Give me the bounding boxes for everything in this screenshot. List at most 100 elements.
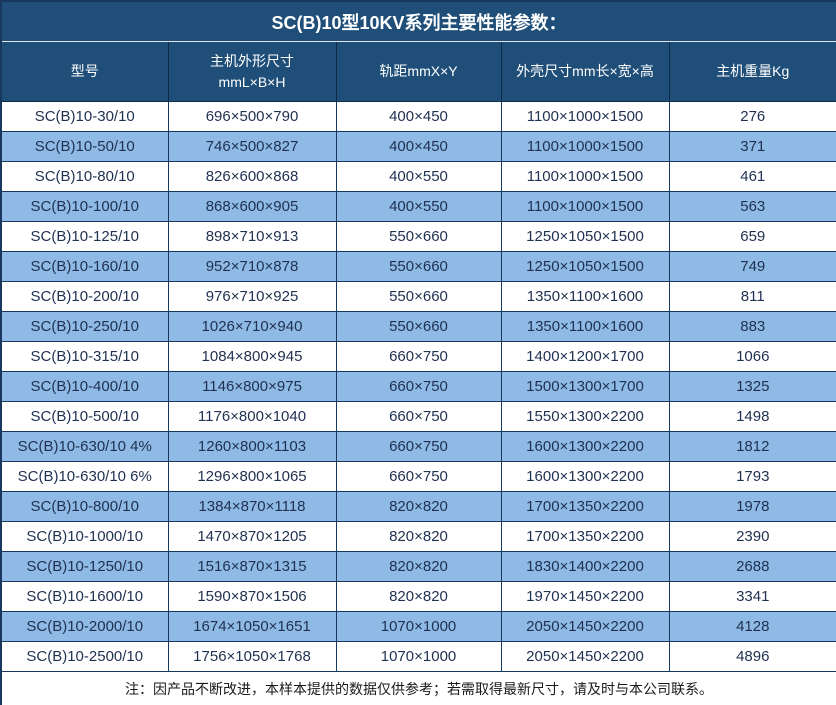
- cell-rail-gauge: 660×750: [335, 431, 502, 462]
- cell-weight: 4896: [668, 641, 836, 672]
- cell-weight: 3341: [668, 581, 836, 612]
- cell-model: SC(B)10-100/10: [0, 191, 169, 222]
- cell-weight: 1793: [668, 461, 836, 492]
- cell-host-dimensions: 1146×800×975: [167, 371, 337, 402]
- table-row: SC(B)10-200/10 976×710×925 550×660 1350×110…: [0, 281, 836, 312]
- table-row: SC(B)10-80/10 826×600×868 400×550 1100×1000…: [0, 161, 836, 192]
- column-header-model: 型号: [0, 41, 169, 102]
- table-row: SC(B)10-100/10 868×600×905 400×550 1100×100…: [0, 191, 836, 222]
- cell-host-dimensions: 1470×870×1205: [167, 521, 337, 552]
- cell-rail-gauge: 400×450: [335, 101, 502, 132]
- table-row: SC(B)10-1250/10 1516×870×1315 820×820 1830×…: [0, 551, 836, 582]
- cell-host-dimensions: 826×600×868: [167, 161, 337, 192]
- cell-shell-dimensions: 1500×1300×1700: [500, 371, 670, 402]
- table-row: SC(B)10-125/10 898×710×913 550×660 1250×105…: [0, 221, 836, 252]
- cell-model: SC(B)10-400/10: [0, 371, 169, 402]
- column-header-shell-dimensions: 外壳尺寸mm长×宽×高: [500, 41, 670, 102]
- cell-weight: 749: [668, 251, 836, 282]
- cell-shell-dimensions: 1700×1350×2200: [500, 491, 670, 522]
- cell-shell-dimensions: 1350×1100×1600: [500, 281, 670, 312]
- cell-shell-dimensions: 1600×1300×2200: [500, 431, 670, 462]
- cell-weight: 563: [668, 191, 836, 222]
- column-header-weight: 主机重量Kg: [668, 41, 836, 102]
- cell-rail-gauge: 660×750: [335, 401, 502, 432]
- cell-weight: 883: [668, 311, 836, 342]
- cell-model: SC(B)10-1250/10: [0, 551, 169, 582]
- cell-shell-dimensions: 1600×1300×2200: [500, 461, 670, 492]
- cell-weight: 811: [668, 281, 836, 312]
- cell-weight: 4128: [668, 611, 836, 642]
- cell-weight: 659: [668, 221, 836, 252]
- cell-weight: 1498: [668, 401, 836, 432]
- cell-shell-dimensions: 2050×1450×2200: [500, 611, 670, 642]
- cell-host-dimensions: 1516×870×1315: [167, 551, 337, 582]
- column-header-row: 型号 主机外形尺寸 mmL×B×H 轨距mmX×Y 外壳尺寸mm长×宽×高 主机…: [0, 41, 836, 102]
- note-row: 注：因产品不断改进，本样本提供的数据仅供参考；若需取得最新尺寸，请及时与本公司联…: [0, 671, 836, 705]
- cell-rail-gauge: 820×820: [335, 491, 502, 522]
- cell-shell-dimensions: 1550×1300×2200: [500, 401, 670, 432]
- cell-rail-gauge: 550×660: [335, 251, 502, 282]
- cell-model: SC(B)10-125/10: [0, 221, 169, 252]
- cell-weight: 371: [668, 131, 836, 162]
- cell-rail-gauge: 820×820: [335, 521, 502, 552]
- cell-rail-gauge: 400×550: [335, 161, 502, 192]
- column-header-host-dimensions-line1: 主机外形尺寸: [210, 52, 294, 69]
- table-row: SC(B)10-2500/10 1756×1050×1768 1070×1000 20…: [0, 641, 836, 672]
- cell-shell-dimensions: 1400×1200×1700: [500, 341, 670, 372]
- table-row: SC(B)10-630/10 4% 1260×800×1103 660×750 160…: [0, 431, 836, 462]
- cell-rail-gauge: 820×820: [335, 581, 502, 612]
- table-row: SC(B)10-630/10 6% 1296×800×1065 660×750 160…: [0, 461, 836, 492]
- cell-model: SC(B)10-160/10: [0, 251, 169, 282]
- cell-host-dimensions: 952×710×878: [167, 251, 337, 282]
- cell-model: SC(B)10-1600/10: [0, 581, 169, 612]
- cell-host-dimensions: 1296×800×1065: [167, 461, 337, 492]
- cell-host-dimensions: 898×710×913: [167, 221, 337, 252]
- cell-weight: 276: [668, 101, 836, 132]
- cell-host-dimensions: 696×500×790: [167, 101, 337, 132]
- cell-rail-gauge: 820×820: [335, 551, 502, 582]
- cell-shell-dimensions: 1100×1000×1500: [500, 101, 670, 132]
- cell-host-dimensions: 746×500×827: [167, 131, 337, 162]
- cell-host-dimensions: 1756×1050×1768: [167, 641, 337, 672]
- cell-shell-dimensions: 1700×1350×2200: [500, 521, 670, 552]
- cell-rail-gauge: 400×450: [335, 131, 502, 162]
- cell-model: SC(B)10-30/10: [0, 101, 169, 132]
- cell-rail-gauge: 400×550: [335, 191, 502, 222]
- cell-model: SC(B)10-50/10: [0, 131, 169, 162]
- table-row: SC(B)10-250/10 1026×710×940 550×660 1350×11…: [0, 311, 836, 342]
- table-row: SC(B)10-50/10 746×500×827 400×450 1100×1000…: [0, 131, 836, 162]
- cell-model: SC(B)10-2000/10: [0, 611, 169, 642]
- cell-weight: 1812: [668, 431, 836, 462]
- cell-model: SC(B)10-800/10: [0, 491, 169, 522]
- cell-weight: 2688: [668, 551, 836, 582]
- column-header-host-dimensions: 主机外形尺寸 mmL×B×H: [167, 41, 337, 102]
- cell-model: SC(B)10-630/10 6%: [0, 461, 169, 492]
- table-body: SC(B)10-30/10 696×500×790 400×450 1100×1000…: [0, 101, 836, 672]
- cell-shell-dimensions: 1350×1100×1600: [500, 311, 670, 342]
- cell-host-dimensions: 976×710×925: [167, 281, 337, 312]
- table-row: SC(B)10-800/10 1384×870×1118 820×820 1700×1…: [0, 491, 836, 522]
- cell-model: SC(B)10-630/10 4%: [0, 431, 169, 462]
- cell-weight: 1978: [668, 491, 836, 522]
- cell-shell-dimensions: 1100×1000×1500: [500, 191, 670, 222]
- cell-rail-gauge: 660×750: [335, 341, 502, 372]
- table-row: SC(B)10-500/10 1176×800×1040 660×750 1550×1…: [0, 401, 836, 432]
- cell-rail-gauge: 1070×1000: [335, 641, 502, 672]
- table-row: SC(B)10-1000/10 1470×870×1205 820×820 1700×…: [0, 521, 836, 552]
- cell-shell-dimensions: 1100×1000×1500: [500, 161, 670, 192]
- page-title: SC(B)10型10KV系列主要性能参数：: [0, 0, 836, 42]
- title-row: SC(B)10型10KV系列主要性能参数：: [0, 0, 836, 42]
- cell-weight: 2390: [668, 521, 836, 552]
- cell-shell-dimensions: 1970×1450×2200: [500, 581, 670, 612]
- cell-rail-gauge: 660×750: [335, 461, 502, 492]
- column-header-host-dimensions-line2: mmL×B×H: [218, 73, 286, 90]
- cell-rail-gauge: 550×660: [335, 311, 502, 342]
- cell-weight: 1325: [668, 371, 836, 402]
- cell-model: SC(B)10-80/10: [0, 161, 169, 192]
- cell-shell-dimensions: 2050×1450×2200: [500, 641, 670, 672]
- table-row: SC(B)10-1600/10 1590×870×1506 820×820 1970×…: [0, 581, 836, 612]
- cell-rail-gauge: 550×660: [335, 221, 502, 252]
- cell-host-dimensions: 1260×800×1103: [167, 431, 337, 462]
